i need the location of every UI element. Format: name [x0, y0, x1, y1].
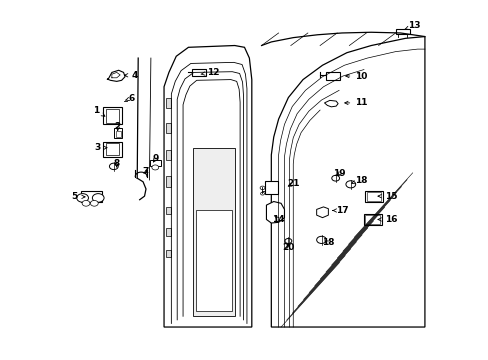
Text: 12: 12 [201, 68, 219, 77]
Circle shape [285, 238, 291, 243]
Text: 17: 17 [332, 206, 347, 215]
Text: 4: 4 [124, 71, 138, 80]
Bar [165, 98, 171, 108]
Circle shape [152, 165, 158, 170]
Text: 16: 16 [377, 215, 396, 224]
Bar [150, 160, 160, 166]
Text: 19: 19 [333, 169, 345, 178]
Circle shape [90, 201, 98, 206]
Text: 13: 13 [404, 21, 420, 30]
Bar [165, 250, 171, 257]
Text: 21: 21 [286, 179, 299, 188]
Bar [81, 191, 102, 202]
Text: 18: 18 [351, 176, 367, 185]
Bar [193, 148, 234, 316]
Polygon shape [271, 37, 424, 327]
Polygon shape [107, 70, 125, 81]
Text: 3: 3 [94, 143, 107, 152]
Text: 7: 7 [142, 167, 149, 176]
Polygon shape [324, 100, 337, 107]
Text: 1: 1 [92, 105, 105, 116]
Bar [265, 181, 277, 194]
Circle shape [109, 163, 118, 170]
Circle shape [77, 194, 88, 202]
Text: 14: 14 [272, 215, 285, 224]
Circle shape [82, 201, 90, 206]
Bar [395, 29, 409, 35]
Bar [366, 192, 380, 201]
Text: 15: 15 [377, 192, 396, 201]
Polygon shape [266, 202, 284, 223]
Bar [105, 109, 119, 123]
Text: 10: 10 [345, 72, 367, 81]
Bar [114, 128, 122, 138]
Bar [165, 176, 171, 187]
Text: 6: 6 [125, 94, 134, 103]
Circle shape [331, 175, 339, 181]
Bar [103, 107, 122, 125]
Circle shape [316, 236, 326, 243]
Text: 5: 5 [72, 192, 85, 201]
Bar [195, 211, 232, 311]
Bar [365, 191, 382, 202]
Text: 11: 11 [344, 98, 367, 107]
Text: 8: 8 [113, 159, 120, 168]
Circle shape [92, 194, 104, 202]
Bar [165, 207, 171, 214]
Bar [116, 131, 121, 137]
Circle shape [345, 181, 355, 188]
Bar [363, 214, 382, 225]
Polygon shape [316, 207, 328, 218]
Text: 20: 20 [282, 243, 294, 252]
Text: 2: 2 [114, 122, 121, 131]
Polygon shape [163, 45, 251, 327]
Bar [365, 215, 379, 224]
Bar [103, 141, 122, 157]
Bar [165, 228, 171, 235]
Bar [165, 149, 171, 160]
Bar [165, 123, 171, 134]
Bar [192, 69, 205, 76]
Text: 9: 9 [152, 154, 159, 163]
Text: 18: 18 [322, 238, 334, 247]
Bar [326, 72, 339, 80]
Bar [105, 143, 119, 155]
